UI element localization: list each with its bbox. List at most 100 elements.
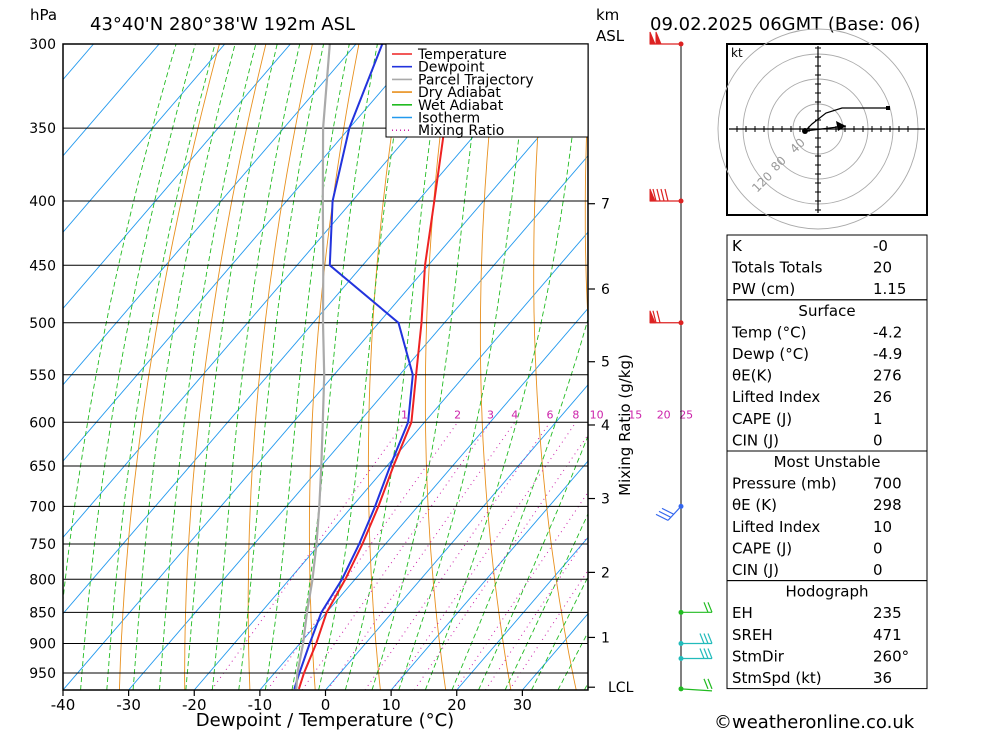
- mixing-ratio-line: [509, 422, 686, 690]
- wind-barb-feather: [708, 602, 712, 612]
- mixing-ratio-axis-title: Mixing Ratio (g/kg): [616, 354, 634, 496]
- datetime-title: 09.02.2025 06GMT (Base: 06): [650, 14, 920, 35]
- wet-adiabat-line: [345, 44, 443, 690]
- hodograph-unit-label: kt: [731, 46, 743, 60]
- index-row-label: Dewp (°C): [732, 345, 809, 363]
- profile-dewpoint: [294, 44, 413, 689]
- wind-barb-feather: [704, 634, 708, 644]
- index-row-label: Pressure (mb): [732, 475, 837, 493]
- dry-adiabat-line: [480, 44, 511, 690]
- index-row-value: 700: [873, 475, 902, 493]
- wind-barb: [650, 311, 684, 326]
- pressure-tick-label: 800: [29, 572, 56, 588]
- index-row-label: CAPE (J): [732, 410, 792, 428]
- wet-adiabat-line: [479, 44, 711, 690]
- pressure-tick-label: 550: [29, 368, 56, 384]
- indices-section-title: Surface: [798, 302, 855, 320]
- wet-adiabat-line: [319, 44, 409, 690]
- index-row-value: -4.2: [873, 323, 902, 341]
- index-row-value: 0: [873, 431, 883, 449]
- wind-barb: [679, 634, 713, 647]
- wind-barb-feather: [657, 189, 660, 201]
- profile-lines: [294, 44, 461, 689]
- mixing-ratio-label: 3: [487, 408, 494, 421]
- wind-barb-feather: [704, 679, 708, 689]
- height-tick-label: 2: [601, 565, 610, 581]
- index-row-value: 26: [873, 388, 892, 406]
- wind-barb-feather: [708, 679, 712, 689]
- dry-adiabat-line: [185, 44, 266, 690]
- index-row-label: StmDir: [732, 647, 785, 665]
- indices-section-title: Hodograph: [785, 583, 868, 601]
- mixing-ratio-label: 4: [511, 408, 518, 421]
- wind-barb-feather: [704, 602, 708, 612]
- temperature-tick-label: -30: [116, 696, 141, 714]
- isotherm-line: [194, 44, 750, 690]
- wind-barb-feather: [700, 648, 704, 658]
- index-row-label: Lifted Index: [732, 388, 820, 406]
- mixing-ratio-line: [486, 422, 664, 690]
- index-row-value: 0: [873, 539, 883, 557]
- wind-barb-feather: [708, 648, 712, 658]
- mixing-ratio-label: 1: [401, 408, 408, 421]
- wind-barb-feather: [661, 189, 664, 201]
- index-row-label: K: [732, 237, 743, 255]
- index-row-label: CAPE (J): [732, 539, 792, 557]
- pressure-tick-label: 650: [29, 459, 56, 475]
- wind-profile: [650, 32, 712, 691]
- wind-barb-feather: [657, 311, 660, 323]
- wind-barb-shaft: [668, 506, 681, 520]
- height-tick-label: 7: [601, 197, 610, 213]
- km-label: km: [596, 6, 619, 24]
- pressure-tick-label: 700: [29, 499, 56, 515]
- mixing-ratio-label: 10: [590, 408, 604, 421]
- asl-label: ASL: [596, 27, 625, 45]
- mixing-ratio-line: [414, 422, 596, 690]
- index-row-label: θE(K): [732, 367, 772, 385]
- index-row-label: StmSpd (kt): [732, 669, 822, 687]
- wet-adiabat-line: [107, 44, 215, 690]
- height-tick-label: 3: [601, 492, 610, 508]
- wind-barb-feather: [665, 189, 668, 201]
- index-row-label: Temp (°C): [731, 323, 806, 341]
- index-row-label: CIN (J): [732, 561, 779, 579]
- index-row-value: 260°: [873, 647, 909, 665]
- dry-adiabat-line: [917, 44, 1000, 690]
- wet-adiabat-line: [212, 44, 299, 690]
- pressure-tick-label: 850: [29, 605, 56, 621]
- temperature-tick-label: -40: [51, 696, 76, 714]
- pressure-tick-label: 600: [29, 415, 56, 431]
- index-row-label: Lifted Index: [732, 518, 820, 536]
- index-row-value: 1: [873, 410, 883, 428]
- index-row-label: θE (K): [732, 496, 777, 514]
- indices-section-title: Most Unstable: [774, 453, 881, 471]
- height-tick-label: LCL: [608, 680, 634, 696]
- index-row-value: 276: [873, 367, 902, 385]
- dry-adiabat-line: [248, 44, 312, 690]
- pressure-tick-label: 300: [29, 37, 56, 53]
- wet-adiabat-line: [425, 44, 583, 690]
- profile-parcel-trajectory: [296, 44, 330, 689]
- index-row-value: 10: [873, 518, 892, 536]
- mixing-ratio-label: 6: [547, 408, 554, 421]
- wind-barb-shaft: [681, 689, 712, 691]
- wet-adiabat-line: [81, 44, 196, 690]
- pressure-gridlines: [63, 44, 588, 673]
- pressure-tick-label: 750: [29, 537, 56, 553]
- pressure-tick-label: 400: [29, 194, 56, 210]
- height-tick-label: 5: [601, 355, 610, 371]
- mixing-ratio-line: [268, 422, 458, 690]
- index-row-value: 20: [873, 259, 892, 277]
- mixing-ratio-label: 20: [657, 408, 671, 421]
- copyright-text: ©weatheronline.co.uk: [714, 712, 915, 733]
- index-row-value: -4.9: [873, 345, 902, 363]
- height-tick-label: 1: [601, 630, 610, 646]
- index-row-value: 235: [873, 604, 902, 622]
- wet-adiabat-line: [186, 44, 277, 690]
- index-row-value: 36: [873, 669, 892, 687]
